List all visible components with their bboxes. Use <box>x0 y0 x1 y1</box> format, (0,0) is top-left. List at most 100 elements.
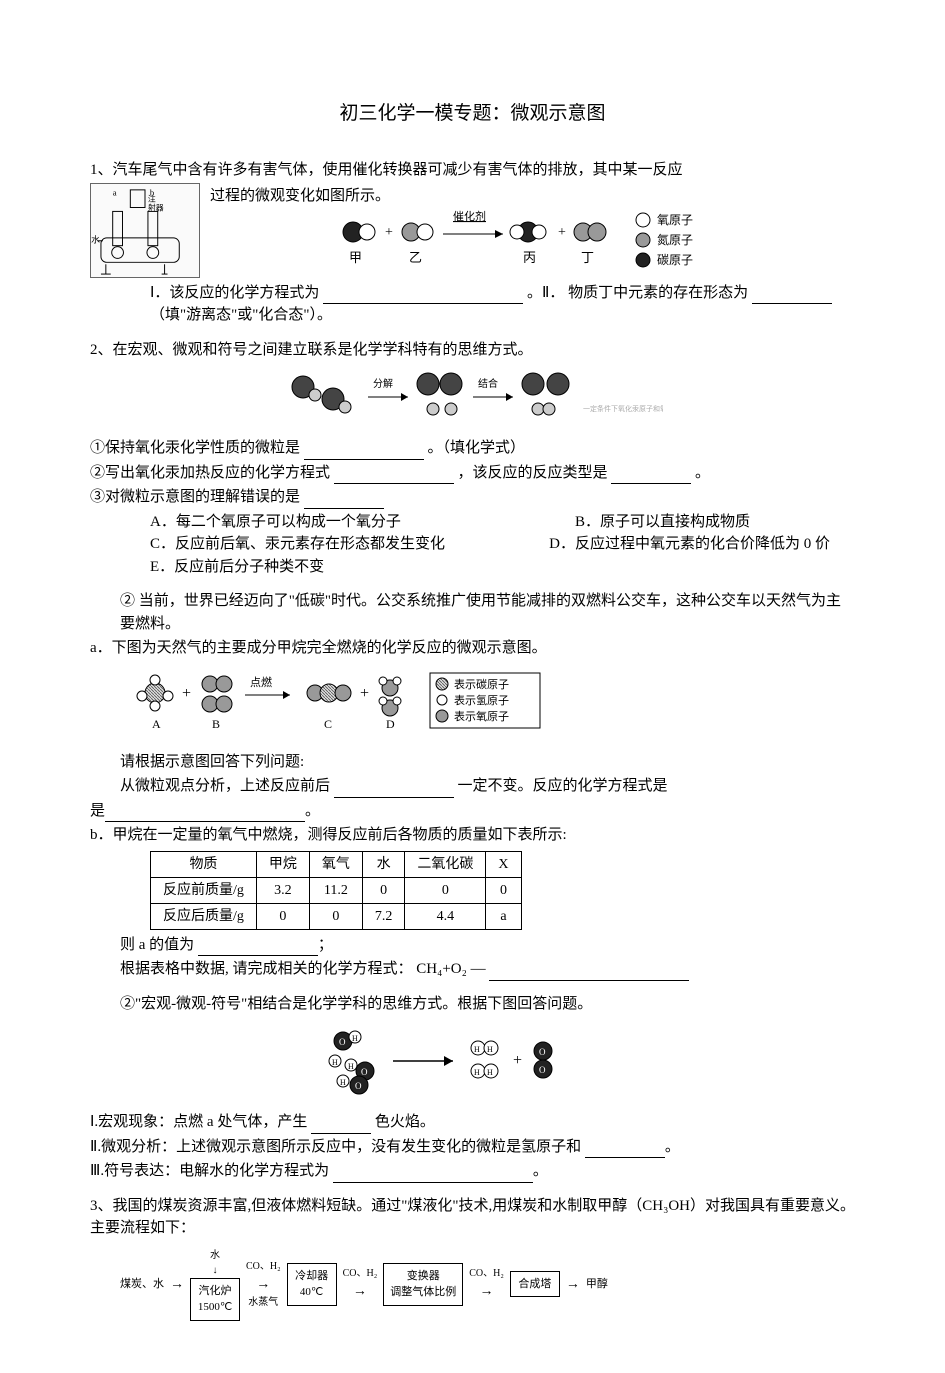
electrolysis-device-icon: a b 注 射器 水 <box>91 184 199 277</box>
svg-text:B: B <box>212 717 220 731</box>
th-co2: 二氧化碳 <box>405 851 486 877</box>
svg-text:注: 注 <box>148 194 156 204</box>
flow-box-2: 冷却器 40℃ <box>287 1263 337 1306</box>
carbon-a-intro: a．下图为天然气的主要成分甲烷完全燃烧的化学反应的微观示意图。 <box>90 637 855 660</box>
svg-text:D: D <box>386 717 395 731</box>
svg-text:甲: 甲 <box>349 250 362 265</box>
svg-text:O: O <box>355 1081 362 1091</box>
th-h2o: 水 <box>362 851 405 877</box>
question-carbon: ② 当前，世界已经迈向了"低碳"时代。公交系统推广使用节能减排的双燃料公交车，这… <box>90 590 855 981</box>
flow-box-1: 汽化炉 1500℃ <box>190 1278 240 1321</box>
svg-text:碳原子: 碳原子 <box>657 253 693 267</box>
q2-sub3-text: ③对微粒示意图的理解错误的是 <box>90 489 300 505</box>
carbon-aq2-prefix: 从微粒观点分析，上述反应前后 <box>120 778 330 794</box>
svg-text:C: C <box>324 717 332 731</box>
th-ch4: 甲烷 <box>256 851 309 877</box>
q2-sub1: ①保持氧化汞化学性质的微粒是 。（填化学式） <box>90 437 855 460</box>
carbon-a-q2-line2: 是。 <box>90 800 855 823</box>
q1-p2-prefix: 物质丁中元素的存在形态为 <box>568 285 748 301</box>
svg-text:H: H <box>487 1045 493 1054</box>
svg-text:H: H <box>340 1078 346 1087</box>
svg-text:O: O <box>339 1037 346 1047</box>
svg-text:+: + <box>385 225 393 240</box>
q2-sub2-mid: ，该反应的反应类型是 <box>458 465 608 481</box>
carbon-bq2-formula: CH₄+O₂ — <box>416 961 485 977</box>
q2-intro: 2、在宏观、微观和符号之间建立联系是化学学科特有的思维方式。 <box>90 339 855 362</box>
blank-input[interactable] <box>198 940 318 956</box>
device-diagram: a b 注 射器 水 <box>90 183 200 278</box>
svg-text:乙: 乙 <box>409 250 422 265</box>
electrolysis-molecule-diagram: O H H H O H O H H H H + O O <box>90 1023 855 1103</box>
question-1: 1、汽车尾气中含有许多有害气体，使用催化转换器可减少有害气体的排放，其中某一反应… <box>90 159 855 327</box>
option-c: C．反应前后氧、汞元素存在形态都发生变化 <box>150 533 445 556</box>
blank-input[interactable] <box>304 444 424 460</box>
blank-input[interactable] <box>334 782 454 798</box>
question-2: 2、在宏观、微观和符号之间建立联系是化学学科特有的思维方式。 分解 结合 <box>90 339 855 579</box>
q2-sub2-prefix: ②写出氧化汞加热反应的化学方程式 <box>90 465 330 481</box>
blank-input[interactable] <box>611 468 691 484</box>
blank-input[interactable] <box>311 1118 371 1134</box>
q2-sub3-intro: ③对微粒示意图的理解错误的是 <box>90 486 855 509</box>
carbon-bq1-prefix: 则 a 的值为 <box>120 937 194 953</box>
table-header-row: 物质 甲烷 氧气 水 二氧化碳 X <box>151 851 522 877</box>
svg-text:水: 水 <box>91 234 100 245</box>
th-substance: 物质 <box>151 851 257 877</box>
blank-input[interactable] <box>585 1142 665 1158</box>
q2-sub1-suffix: 。（填化学式） <box>428 440 526 456</box>
q2-hgo-diagram: 分解 结合 一定条件下氧化汞原子和氧气分子的示意图 <box>90 369 855 429</box>
row2-label: 反应后质量/g <box>151 903 257 929</box>
macro-p1-prefix: Ⅰ.宏观现象：点燃 a 处气体，产生 <box>90 1114 307 1130</box>
option-e: E．反应前后分子种类不变 <box>150 556 855 579</box>
q1-p1-suffix: 。Ⅱ． <box>527 285 564 301</box>
svg-text:O: O <box>539 1065 546 1075</box>
svg-text:结合: 结合 <box>478 377 498 390</box>
q3-intro: 3、我国的煤炭资源丰富,但液体燃料短缺。通过"煤液化"技术,用煤炭和水制取甲醇（… <box>90 1195 855 1240</box>
svg-text:+: + <box>182 685 191 702</box>
table-row: 反应前质量/g 3.2 11.2 0 0 0 <box>151 877 522 903</box>
flow-arrow2: CO、H₂ <box>343 1266 378 1281</box>
blank-input[interactable] <box>752 288 832 304</box>
macro-part3: Ⅲ.符号表达：电解水的化学方程式为 。 <box>90 1160 855 1183</box>
svg-text:表示氧原子: 表示氧原子 <box>454 709 509 723</box>
svg-text:H: H <box>474 1068 480 1077</box>
carbon-bq2-text: 根据表格中数据, 请完成相关的化学方程式： <box>120 961 413 977</box>
water-electrolysis-svg: O H H H O H O H H H H + O O <box>313 1023 633 1103</box>
mass-table: 物质 甲烷 氧气 水 二氧化碳 X 反应前质量/g 3.2 11.2 0 0 0… <box>150 851 522 930</box>
methane-combustion-svg: A + B 点燃 C + D <box>130 668 650 743</box>
blank-input[interactable] <box>489 965 689 981</box>
option-a: A．每二个氧原子可以构成一个氧分子 <box>150 511 401 534</box>
svg-text:+: + <box>513 1052 522 1069</box>
q1-sub-text: 过程的微观变化如图所示。 <box>210 188 390 204</box>
q1-part1: Ⅰ．该反应的化学方程式为 。Ⅱ． 物质丁中元素的存在形态为 （填"游离态"或"化… <box>90 282 855 327</box>
blank-input[interactable] <box>304 493 384 509</box>
svg-text:点燃: 点燃 <box>250 675 272 689</box>
svg-text:+: + <box>360 685 369 702</box>
svg-text:氧原子: 氧原子 <box>657 213 693 227</box>
option-d: D．反应过程中氧元素的化合价降低为 0 价 <box>549 533 830 556</box>
svg-text:H: H <box>348 1062 354 1071</box>
arrow-down-icon: ↓ <box>213 1263 218 1278</box>
coal-flow-diagram: 煤炭、水 → 水 ↓ 汽化炉 1500℃ CO、H₂ → 水蒸气 冷却器 40℃… <box>120 1248 855 1321</box>
reaction-svg: 甲 + 乙 催化剂 丙 + <box>323 210 743 280</box>
q1-p1-prefix: Ⅰ．该反应的化学方程式为 <box>150 285 319 301</box>
blank-input[interactable] <box>333 1167 533 1183</box>
row1-label: 反应前质量/g <box>151 877 257 903</box>
macro-part2: Ⅱ.微观分析：上述微观示意图所示反应中，没有发生变化的微粒是氢原子和 。 <box>90 1136 855 1159</box>
svg-text:H: H <box>352 1034 358 1043</box>
carbon-b-q1: 则 a 的值为 ； <box>90 934 855 957</box>
arrow-icon: → <box>256 1274 270 1295</box>
svg-text:+: + <box>558 225 566 240</box>
svg-text:O: O <box>361 1067 368 1077</box>
blank-input[interactable] <box>105 806 305 822</box>
svg-text:丙: 丙 <box>523 250 536 265</box>
flow-box-3: 变换器 调整气体比例 <box>383 1263 463 1306</box>
svg-text:催化剂: 催化剂 <box>453 210 486 223</box>
svg-text:H: H <box>332 1058 338 1067</box>
macro-part1: Ⅰ.宏观现象：点燃 a 处气体，产生 色火焰。 <box>90 1111 855 1134</box>
svg-text:a: a <box>113 188 117 198</box>
blank-input[interactable] <box>323 288 523 304</box>
svg-text:分解: 分解 <box>373 377 393 390</box>
blank-input[interactable] <box>334 468 454 484</box>
flow-arrow3: CO、H₂ <box>469 1266 504 1281</box>
q2-sub1-prefix: ①保持氧化汞化学性质的微粒是 <box>90 440 300 456</box>
